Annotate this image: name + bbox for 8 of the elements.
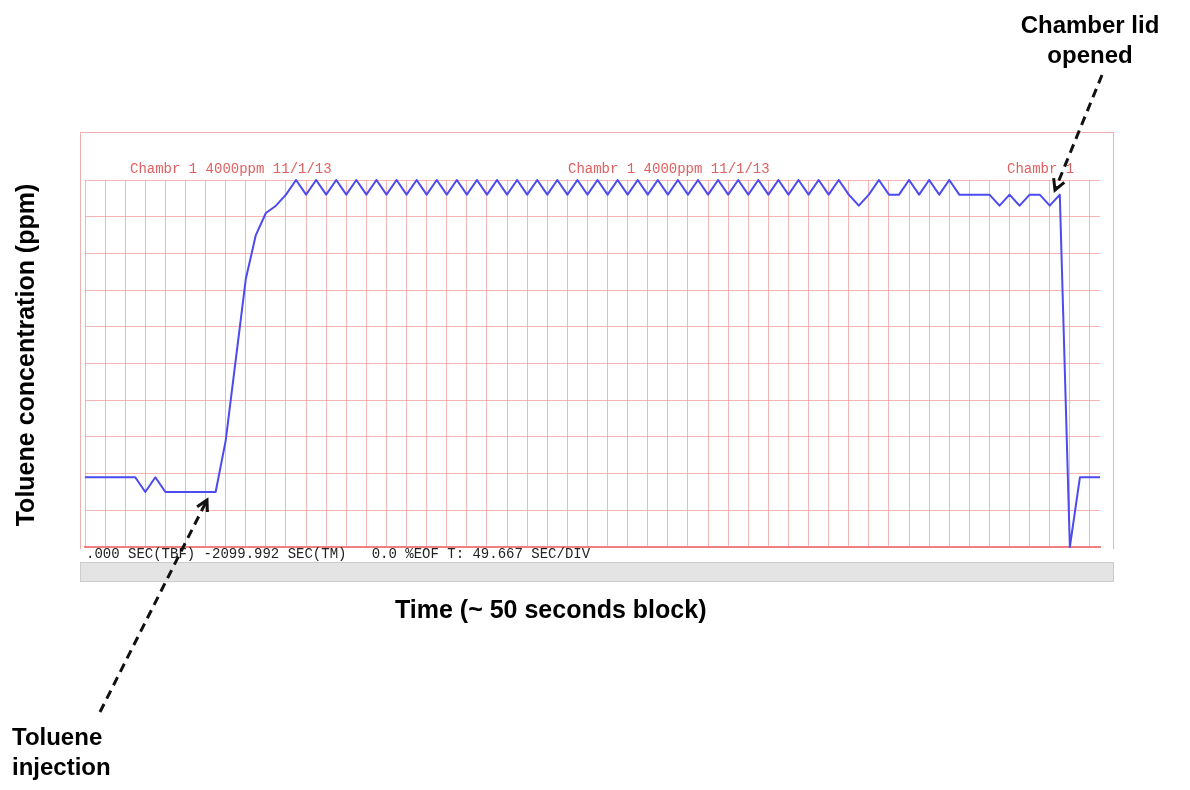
y-axis-title: Toluene concentration (ppm) xyxy=(10,183,40,527)
text: Chambr 1 xyxy=(1007,160,1075,177)
annotation: .000 SEC(TBF) -2099.992 SEC(TM) 0.0 %EOF T: 49.667 SEC/DIV xyxy=(86,546,591,562)
text: Chambr 1 4000ppm 11/1/13 xyxy=(568,160,770,177)
text: Chambr 1 4000ppm 11/1/13 xyxy=(130,160,332,177)
text: Toluene injection xyxy=(12,722,112,782)
text: Chamber lid opened xyxy=(1020,10,1160,70)
x-axis-title: Time (~ 50 seconds block) xyxy=(395,595,707,624)
